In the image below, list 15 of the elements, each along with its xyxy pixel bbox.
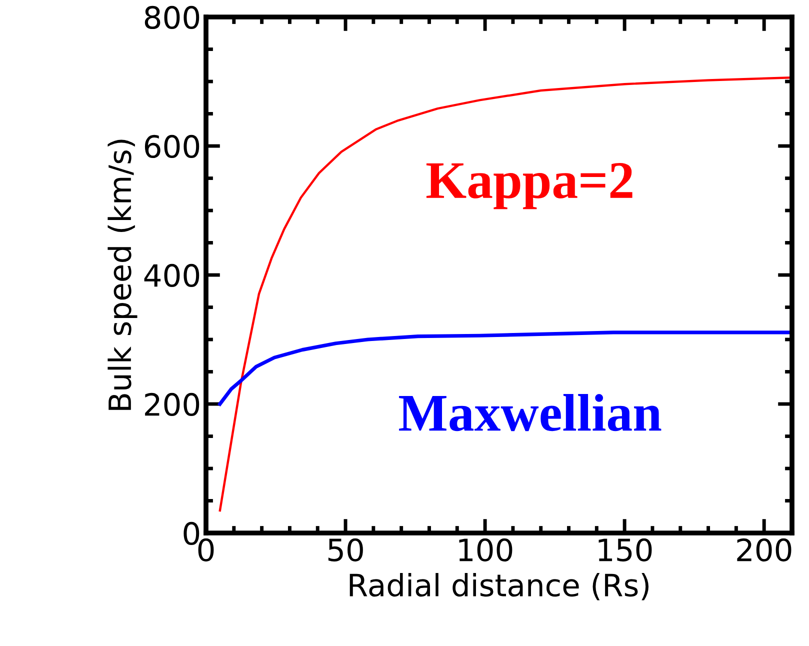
y-tick-label: 400 <box>144 264 200 288</box>
x-tick-label: 100 <box>459 538 512 562</box>
x-tick-label: 150 <box>598 538 652 562</box>
line-series <box>218 76 790 512</box>
y-tick-label: 600 <box>144 134 200 158</box>
y-tick-label: 0 <box>184 522 200 546</box>
y-axis-title: Bulk speed (km/s) <box>108 140 138 410</box>
series-label: Kappa=2 <box>426 162 632 210</box>
x-tick-label: 0 <box>198 538 214 562</box>
x-tick-label: 50 <box>328 538 363 562</box>
y-tick-label: 800 <box>144 6 200 30</box>
y-tick-label: 200 <box>145 392 200 416</box>
x-axis-title: Radial distance (Rs) <box>350 572 649 600</box>
series-label: Maxwellian <box>399 394 662 432</box>
x-tick-label: 200 <box>737 538 792 562</box>
